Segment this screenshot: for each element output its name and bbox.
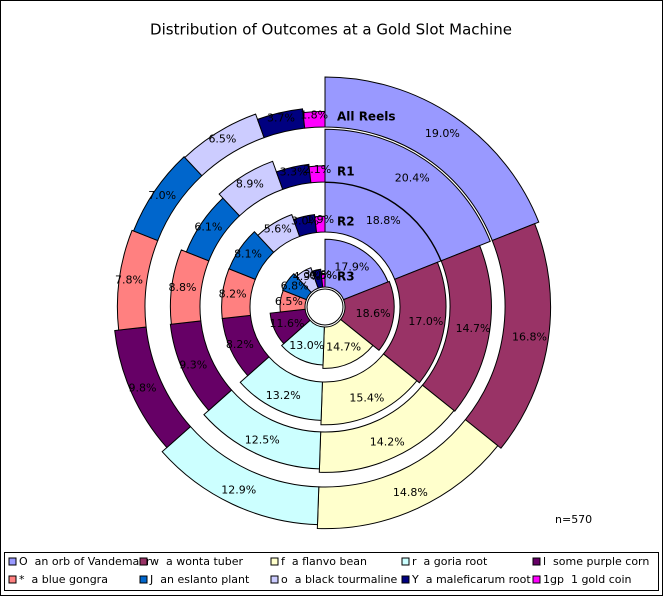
segment — [314, 215, 326, 234]
value-label: 19.0% — [425, 127, 460, 140]
value-label: 14.7% — [456, 322, 491, 335]
legend — [4, 552, 659, 591]
legend-swatch — [270, 575, 279, 584]
value-label: 8.2% — [226, 338, 254, 351]
value-label: 6.5% — [275, 295, 303, 308]
value-label: 3.3% — [280, 165, 308, 178]
legend-swatch — [8, 557, 17, 566]
legend-swatch — [401, 557, 410, 566]
value-label: 16.8% — [512, 331, 547, 344]
segment — [320, 353, 418, 426]
value-label: 14.8% — [393, 486, 428, 499]
segment — [318, 384, 455, 473]
value-label: 6.5% — [208, 132, 236, 145]
center-hole — [306, 288, 344, 326]
value-label: 18.8% — [366, 214, 401, 227]
legend-swatch — [532, 557, 541, 566]
value-label: 8.9% — [236, 177, 264, 190]
value-label: 8.2% — [219, 288, 247, 301]
ring-label: All Reels — [337, 110, 395, 124]
segment — [320, 272, 326, 288]
legend-label: f a flanvo bean — [281, 555, 367, 568]
legend-swatch — [270, 557, 279, 566]
value-label: 14.2% — [370, 436, 405, 449]
value-label: 2.1% — [303, 163, 331, 176]
value-label: 3.7% — [267, 111, 295, 124]
value-label: 7.0% — [148, 189, 176, 202]
value-label: 6.1% — [194, 221, 222, 234]
value-label: 9.3% — [179, 359, 207, 372]
segment — [302, 110, 326, 129]
legend-label: l some purple corn — [543, 555, 649, 568]
segment — [421, 244, 492, 412]
segment — [324, 238, 389, 301]
legend-swatch — [139, 575, 148, 584]
value-label: 13.2% — [266, 389, 301, 402]
value-label: 6.8% — [281, 279, 309, 292]
segment — [269, 308, 311, 345]
value-label: 8.8% — [169, 281, 197, 294]
value-label: 20.4% — [395, 171, 430, 184]
annotation: n=570 — [555, 513, 592, 526]
legend-label: O an orb of Vandemaar — [19, 555, 151, 568]
segment — [280, 319, 325, 366]
value-label: 12.9% — [221, 484, 256, 497]
segment — [324, 181, 442, 280]
legend-label: * a blue gongra — [19, 573, 108, 586]
value-label: 3.0% — [291, 214, 319, 227]
segment — [382, 261, 447, 384]
legend-swatch — [401, 575, 410, 584]
value-label: 7.8% — [115, 274, 143, 287]
value-label: 8.1% — [234, 248, 262, 261]
value-label: 17.9% — [334, 260, 369, 273]
segment — [203, 389, 322, 470]
legend-swatch — [532, 575, 541, 584]
legend-label: w a wonta tuber — [150, 555, 244, 568]
segment — [324, 76, 540, 242]
value-label: 1.9% — [306, 213, 334, 226]
value-label: 15.4% — [349, 391, 384, 404]
value-label: 3.0% — [304, 268, 332, 281]
legend-label: J an eslanto plant — [149, 573, 250, 586]
legend-label: o a black tourmaline — [281, 573, 398, 586]
ring-label: R2 — [337, 215, 355, 229]
value-label: 14.7% — [326, 341, 361, 354]
value-label: 9.8% — [129, 381, 157, 394]
segment — [316, 418, 499, 530]
segment — [239, 356, 323, 421]
value-label: 11.6% — [270, 317, 305, 330]
ring-label: R1 — [337, 165, 355, 179]
value-label: 4.9% — [293, 270, 321, 283]
legend-label: Y a maleficarum root — [411, 573, 531, 586]
ring-label: R3 — [337, 270, 355, 284]
value-label: 0.8% — [309, 269, 337, 282]
value-label: 18.6% — [356, 307, 391, 320]
value-label: 17.0% — [408, 315, 443, 328]
value-label: 5.6% — [264, 223, 292, 236]
value-label: 12.5% — [245, 433, 280, 446]
value-label: 1.8% — [300, 109, 328, 122]
segment — [322, 318, 374, 369]
legend-swatch — [139, 557, 148, 566]
segment — [464, 223, 552, 449]
chart-title: Distribution of Outcomes at a Gold Slot … — [150, 21, 512, 39]
legend-label: 1gp 1 gold coin — [543, 573, 632, 586]
segment — [339, 280, 395, 352]
value-label: 13.0% — [289, 339, 324, 352]
legend-swatch — [8, 575, 17, 584]
legend-label: r a goria root — [412, 555, 488, 568]
